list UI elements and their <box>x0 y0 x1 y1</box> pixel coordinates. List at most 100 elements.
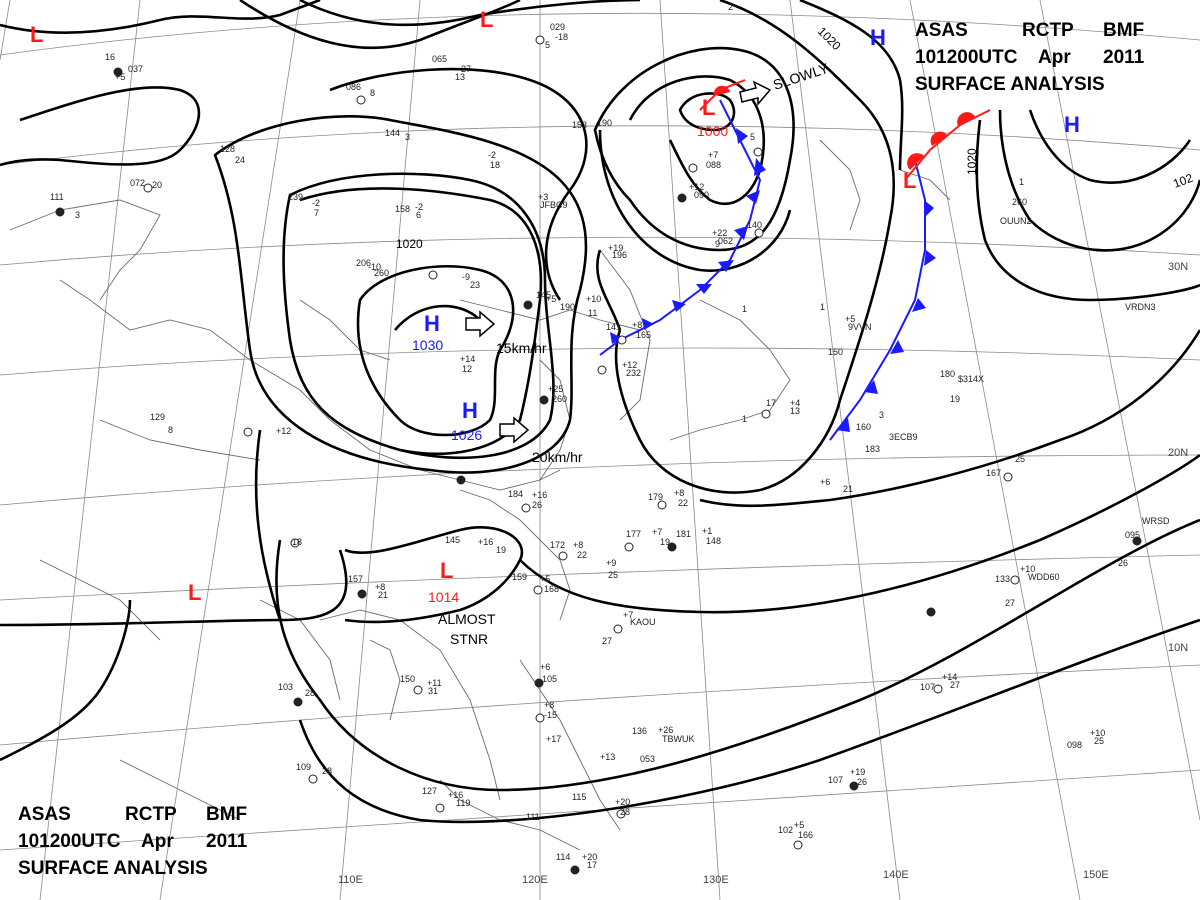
pressure-value: 1026 <box>451 427 482 443</box>
station-label: +16 <box>478 537 493 547</box>
station-label: 065 <box>432 54 447 64</box>
station-label: +8 <box>573 540 583 550</box>
station-marker <box>933 684 943 694</box>
coastlines <box>9 139 951 851</box>
station-label: +20 <box>582 852 597 862</box>
station-label: +19 <box>850 767 865 777</box>
longitude-label: 150E <box>1083 869 1109 881</box>
title-word: 101200UTC <box>915 47 1018 68</box>
high-pressure-label: H <box>870 25 886 50</box>
station-label: 086 <box>346 82 361 92</box>
title-line: SURFACE ANALYSIS <box>18 858 208 879</box>
station-label: 109 <box>296 762 311 772</box>
station-label: +7 <box>652 527 662 537</box>
title-bottom: ASAS RCTP BMF 101200UTC Apr 2011 SURFACE… <box>18 804 248 879</box>
longitude-labels: 110E 120E 130E 140E 150E <box>338 869 1109 886</box>
station-marker <box>926 607 936 617</box>
station-label: 158 <box>395 204 410 214</box>
motion-arrow-icon <box>465 310 496 338</box>
low-pressure-label: L <box>188 580 201 605</box>
station-label: 153 <box>572 120 587 130</box>
title-word: BMF <box>206 804 247 825</box>
station-marker <box>356 95 366 105</box>
station-label: 17 <box>587 860 597 870</box>
station-label: +3 <box>538 192 548 202</box>
warm-front <box>699 79 991 181</box>
station-label: +5 <box>794 820 804 830</box>
station-marker <box>667 542 677 552</box>
almost-stnr-label: STNR <box>450 631 488 647</box>
station-marker <box>1003 472 1013 482</box>
station-label: 21 <box>378 590 388 600</box>
station-label: +12 <box>689 182 704 192</box>
station-marker <box>657 500 667 510</box>
station-marker <box>754 228 764 238</box>
longitude-label: 130E <box>703 874 729 886</box>
latitude-label: 30N <box>1168 261 1188 273</box>
station-label: 029 <box>550 22 565 32</box>
station-label: 150 <box>828 347 843 357</box>
station-label: +6 <box>540 662 550 672</box>
station-label: +12 <box>622 360 637 370</box>
station-label: 3 <box>405 132 410 142</box>
station-label: 090 <box>694 190 709 200</box>
station-label: 5 <box>750 132 755 142</box>
station-marker <box>308 774 318 784</box>
station-label: +5 <box>115 72 125 82</box>
station-label: 088 <box>706 160 721 170</box>
station-label: VRDN3 <box>1125 302 1156 312</box>
station-label: 25 <box>608 570 618 580</box>
station-label: -2 <box>488 150 496 160</box>
station-label: 1 <box>1019 177 1024 187</box>
station-label: 167 <box>986 468 1001 478</box>
station-label: 180 <box>940 369 955 379</box>
station-label: +8 <box>375 582 385 592</box>
station-marker <box>535 35 545 45</box>
station-marker <box>290 538 300 548</box>
low-pressure-label: L <box>903 168 916 193</box>
station-label: 20 <box>152 180 162 190</box>
station-label: 1 <box>742 414 747 424</box>
station-label: +25 <box>548 384 563 394</box>
station-label: 145 <box>536 290 551 300</box>
station-label: +8 <box>544 700 554 710</box>
station-label: 22 <box>577 550 587 560</box>
station-label: 21 <box>843 484 853 494</box>
station-markers <box>55 35 1142 875</box>
station-label: -10 <box>368 262 381 272</box>
station-marker <box>435 803 445 813</box>
title-word: 101200UTC <box>18 831 121 852</box>
station-label: 072 <box>130 178 145 188</box>
station-label: +17 <box>546 734 561 744</box>
motion-arrow-icon <box>739 80 772 107</box>
station-label: 27 <box>602 636 612 646</box>
station-label: 1 <box>820 302 825 312</box>
station-label: +5 <box>546 294 556 304</box>
title-word: 2011 <box>206 831 248 852</box>
station-label: +5 <box>845 314 855 324</box>
station-label: 102 <box>778 825 793 835</box>
station-label: 119 <box>456 798 470 808</box>
station-label: 157 <box>348 574 363 584</box>
station-label: 2 <box>728 2 733 12</box>
station-label: 196 <box>612 250 627 260</box>
station-label: +26 <box>658 725 673 735</box>
station-marker <box>534 678 544 688</box>
station-label: +16 <box>448 790 463 800</box>
low-pressure-label: L <box>702 95 715 120</box>
station-marker <box>357 589 367 599</box>
station-label: 190 <box>597 118 612 128</box>
station-label: 160 <box>856 422 871 432</box>
isobar-label: 1020 <box>965 148 979 175</box>
station-marker <box>688 163 698 173</box>
station-label: 111 <box>526 812 540 822</box>
station-label: 037 <box>128 64 143 74</box>
station-label: 181 <box>676 529 691 539</box>
station-label: 165 <box>636 330 651 340</box>
station-label: 1 <box>742 304 747 314</box>
station-marker <box>753 147 763 157</box>
station-marker <box>761 409 771 419</box>
station-marker <box>521 503 531 513</box>
station-marker <box>1010 575 1020 585</box>
